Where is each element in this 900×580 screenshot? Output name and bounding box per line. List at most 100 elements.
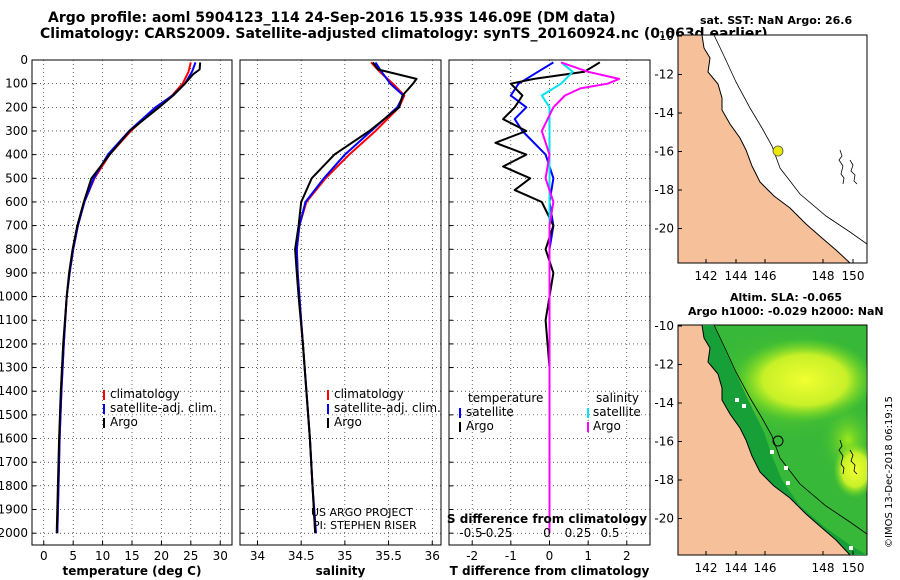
- sst-map-title: sat. SST: NaN Argo: 26.6: [700, 14, 853, 27]
- legend-label: climatology: [334, 387, 404, 401]
- legend-label: satellite-adj. clim.: [334, 401, 441, 415]
- x-tick-label: 0: [546, 549, 554, 563]
- map-y-tick-label: -10: [654, 319, 674, 333]
- x-tick-label: 34: [250, 549, 265, 563]
- map-y-tick-label: -20: [654, 222, 674, 236]
- sla-map-track-point: [742, 404, 746, 408]
- difference-panel: -2 -1 0 1 2T difference from climatology temp…: [447, 59, 651, 578]
- map-y-tick-label: -12: [654, 358, 674, 372]
- x-tick-label: 2: [623, 549, 631, 563]
- y-tick-label: 300: [5, 124, 28, 138]
- sst-map: [677, 34, 868, 264]
- sst-map-land: [678, 35, 851, 263]
- map-y-tick-label: -12: [654, 68, 674, 82]
- sst-map-shelf-contour: [713, 35, 867, 245]
- x-axis-label: temperature (deg C): [63, 564, 202, 578]
- y-tick-label: 1200: [0, 337, 28, 351]
- legend-label: satellite: [593, 405, 641, 419]
- map-y-tick-label: -18: [654, 473, 674, 487]
- y-tick-label: 1600: [0, 432, 28, 446]
- y-tick-label: 2000: [0, 526, 28, 540]
- figure-title-line1: Argo profile: aoml 5904123_114 24-Sep-20…: [48, 10, 616, 26]
- map-y-tick-label: -14: [654, 396, 674, 410]
- x2-tick-label: -0.25: [481, 526, 512, 540]
- map-x-tick-label: 142: [695, 561, 718, 575]
- x-tick-label: 15: [124, 549, 139, 563]
- map-y-tick-label: -16: [654, 145, 674, 159]
- series-line-argo: [494, 61, 601, 368]
- x-tick-label: 30: [213, 549, 228, 563]
- legend-label: satellite-adj. clim.: [110, 401, 217, 415]
- y-tick-label: 1700: [0, 455, 28, 469]
- x-tick-label: -2: [466, 549, 478, 563]
- y-tick-label: 100: [5, 77, 28, 91]
- x-tick-label: 25: [183, 549, 198, 563]
- legend-label: Argo: [466, 419, 494, 433]
- x-tick-label: 36: [425, 549, 440, 563]
- x2-tick-label: 0: [543, 526, 551, 540]
- series-line-argo: [540, 61, 621, 534]
- legend-label: Argo: [110, 415, 138, 429]
- y-tick-label: 900: [5, 266, 28, 280]
- salinity-panel: 34 34.5 35 35.5 36 salinity climatologysatelli…: [239, 59, 442, 578]
- credit-line1: US ARGO PROJECT: [311, 506, 413, 519]
- legend-label: Argo: [334, 415, 362, 429]
- map-y-tick-label: -14: [654, 106, 674, 120]
- map-y-tick-label: -16: [654, 435, 674, 449]
- sla-map-track-point: [849, 546, 853, 550]
- legend-title-temperature: temperature: [468, 391, 543, 405]
- y-tick-label: 1900: [0, 503, 28, 517]
- map-x-tick-label: 148: [812, 269, 835, 283]
- y-tick-label: 1100: [0, 313, 28, 327]
- sla-map-argo-float-marker: [772, 435, 784, 447]
- x-tick-label: 35.5: [375, 549, 402, 563]
- sla-map-track-point: [786, 481, 790, 485]
- y-tick-label: 1400: [0, 384, 28, 398]
- x-tick-label: 20: [154, 549, 169, 563]
- y-tick-label: 0: [20, 53, 28, 67]
- series-line-argo: [55, 62, 202, 534]
- sst-map-argo-float-marker: [772, 145, 784, 157]
- sla-map-track-point: [784, 466, 788, 470]
- credit-line2: PI: STEPHEN RISER: [313, 519, 417, 532]
- temperature-panel: 0100200300400500600700800900100011001200…: [0, 53, 233, 578]
- x-tick-label: -1: [505, 549, 517, 563]
- y-tick-label: 1500: [0, 408, 28, 422]
- x-axis-label: T difference from climatology: [450, 564, 650, 578]
- x2-tick-label: -0.5: [459, 526, 482, 540]
- map-axis-ticks: 142 144 146 148 150 -10 -12 -14 -16 -18 -20 142 144 1…: [654, 29, 864, 575]
- map-x-tick-label: 150: [842, 561, 865, 575]
- x-tick-label: 1: [584, 549, 592, 563]
- legend-title-salinity: salinity: [596, 391, 639, 405]
- map-x-tick-label: 144: [725, 269, 748, 283]
- series-line-argo: [294, 61, 418, 534]
- sst-map-islands: [838, 149, 858, 185]
- legend-label: satellite: [466, 405, 514, 419]
- x2-tick-label: 0.5: [600, 526, 619, 540]
- x2-tick-label: 0.25: [565, 526, 592, 540]
- legend-label: climatology: [110, 387, 180, 401]
- map-x-tick-label: 144: [725, 561, 748, 575]
- y-tick-label: 500: [5, 171, 28, 185]
- map-y-tick-label: -18: [654, 183, 674, 197]
- figure-title-line2: Climatology: CARS2009. Satellite-adjuste…: [40, 26, 768, 42]
- sla-map-title-line1: Altim. SLA: -0.065: [730, 291, 843, 304]
- x-tick-label: 0: [40, 549, 48, 563]
- y-tick-label: 600: [5, 195, 28, 209]
- sla-map-islands: [838, 439, 858, 475]
- y-tick-label: 800: [5, 242, 28, 256]
- x-tick-label: 35: [337, 549, 352, 563]
- y-tick-label: 700: [5, 219, 28, 233]
- map-x-tick-label: 146: [754, 269, 777, 283]
- sla-map-track-point: [770, 450, 774, 454]
- sla-map-title-line2: Argo h1000: -0.029 h2000: NaN: [688, 305, 884, 318]
- sla-map-land: [678, 325, 851, 555]
- y-tick-label: 1800: [0, 479, 28, 493]
- y-tick-label: 1300: [0, 361, 28, 375]
- map-x-tick-label: 146: [754, 561, 777, 575]
- map-x-tick-label: 150: [842, 269, 865, 283]
- x-tick-label: 10: [95, 549, 110, 563]
- map-x-tick-label: 148: [812, 561, 835, 575]
